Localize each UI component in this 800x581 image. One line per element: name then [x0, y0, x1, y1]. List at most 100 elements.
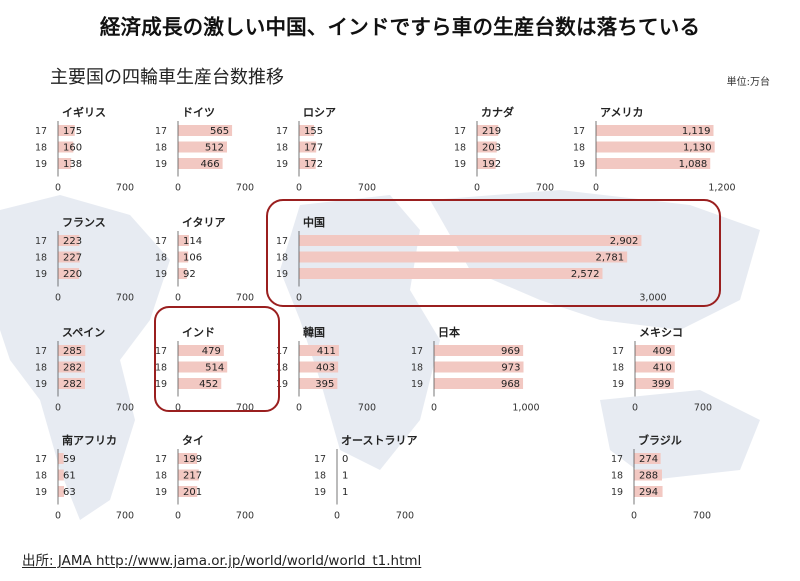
- bar-19: [596, 158, 711, 169]
- value-label: 177: [304, 143, 323, 154]
- value-label: 114: [183, 236, 202, 247]
- panel-9: インド 17 479 18 514 19 452 0 700: [155, 326, 254, 414]
- year-label: 17: [612, 346, 624, 357]
- tick-label-max: 700: [358, 403, 376, 414]
- value-label: 160: [63, 143, 82, 154]
- year-label: 19: [611, 487, 623, 498]
- year-label: 19: [276, 159, 288, 170]
- tick-label-max: 700: [358, 183, 376, 194]
- year-label: 17: [276, 126, 288, 137]
- value-label: 565: [210, 126, 229, 137]
- year-label: 19: [314, 487, 326, 498]
- year-label: 18: [411, 363, 423, 374]
- value-label: 106: [183, 253, 202, 264]
- panel-title: メキシコ: [639, 326, 683, 339]
- bar-18: [299, 251, 628, 263]
- bar-19: [58, 268, 80, 279]
- value-label: 399: [652, 379, 671, 390]
- year-label: 17: [314, 454, 326, 465]
- panel-title: 南アフリカ: [62, 433, 117, 447]
- bar-17: [299, 125, 315, 136]
- tick-label-min: 0: [175, 511, 181, 522]
- year-label: 17: [411, 346, 423, 357]
- tick-label-min: 0: [175, 403, 181, 414]
- bar-19: [477, 158, 496, 169]
- value-label: 0: [342, 454, 348, 465]
- year-label: 17: [611, 454, 623, 465]
- value-label: 1: [342, 487, 348, 498]
- value-label: 219: [482, 126, 501, 137]
- tick-label-min: 0: [296, 293, 302, 304]
- year-label: 19: [35, 159, 47, 170]
- year-label: 18: [611, 471, 623, 482]
- value-label: 282: [63, 379, 82, 390]
- bar-19: [299, 378, 338, 389]
- value-label: 466: [201, 159, 220, 170]
- bar-18: [58, 251, 80, 263]
- tick-label-min: 0: [175, 183, 181, 194]
- value-label: 172: [304, 159, 323, 170]
- panel-10: 韓国 17 411 18 403 19 395 0 700: [276, 325, 376, 414]
- year-label: 18: [612, 363, 624, 374]
- bar-17: [634, 453, 661, 464]
- panel-12: メキシコ 17 409 18 410 19 399 0 700: [612, 326, 712, 414]
- panel-4: アメリカ 17 1,119 18 1,130 19 1,088 0 1,200: [573, 106, 736, 194]
- year-label: 18: [155, 143, 167, 154]
- value-label: 969: [501, 346, 520, 357]
- tick-label-max: 700: [116, 511, 134, 522]
- value-label: 223: [63, 236, 82, 247]
- bar-19: [434, 378, 524, 389]
- bar-17: [58, 345, 86, 356]
- china-highlight-frame: [266, 199, 721, 307]
- tick-label-max: 700: [236, 293, 254, 304]
- tick-label-max: 700: [694, 403, 712, 414]
- value-label: 288: [639, 471, 658, 482]
- year-label: 17: [276, 346, 288, 357]
- year-label: 17: [35, 126, 47, 137]
- value-label: 217: [183, 471, 202, 482]
- bar-18: [635, 361, 675, 373]
- bar-17: [178, 453, 198, 464]
- value-label: 452: [199, 379, 218, 390]
- tick-label-max: 700: [236, 511, 254, 522]
- panel-title: カナダ: [481, 105, 514, 119]
- panel-7: 中国 17 2,902 18 2,781 19 2,572 0 3,000: [276, 215, 667, 304]
- panel-title: スペイン: [62, 326, 105, 339]
- value-label: 227: [63, 253, 82, 264]
- year-label: 18: [276, 253, 288, 264]
- bar-18: [178, 469, 199, 481]
- value-label: 61: [63, 471, 76, 482]
- bar-18: [178, 141, 228, 153]
- bar-18: [58, 141, 74, 153]
- value-label: 282: [63, 363, 82, 374]
- bar-19: [178, 268, 187, 279]
- panel-title: イギリス: [62, 105, 106, 119]
- value-label: 479: [202, 346, 221, 357]
- headline: 経済成長の激しい中国、インドですら車の生産台数は落ちている: [99, 15, 701, 39]
- panel-8: スペイン 17 285 18 282 19 282 0 700: [35, 326, 134, 414]
- panel-title: イタリア: [182, 216, 226, 229]
- bar-19: [299, 268, 603, 279]
- year-label: 17: [155, 346, 167, 357]
- panel-2: ロシア 17 155 18 177 19 172 0 700: [276, 106, 376, 194]
- value-label: 1,119: [682, 126, 711, 137]
- tick-label-min: 0: [55, 511, 61, 522]
- year-label: 17: [155, 126, 167, 137]
- bar-18: [596, 141, 715, 153]
- year-label: 19: [612, 379, 624, 390]
- panel-title: タイ: [182, 434, 204, 447]
- value-label: 2,781: [596, 253, 625, 264]
- tick-label-max: 3,000: [639, 293, 666, 304]
- panel-title: インド: [182, 326, 215, 339]
- tick-label-min: 0: [296, 183, 302, 194]
- bar-18: [634, 469, 662, 481]
- bar-19: [178, 158, 223, 169]
- chart-subtitle: 主要国の四輪車生産台数推移: [50, 67, 284, 88]
- bar-18: [178, 251, 189, 263]
- value-label: 59: [63, 454, 76, 465]
- bar-17: [58, 235, 80, 246]
- tick-label-max: 1,000: [512, 403, 539, 414]
- panel-5: フランス 17 223 18 227 19 220 0 700: [35, 216, 134, 304]
- year-label: 18: [155, 471, 167, 482]
